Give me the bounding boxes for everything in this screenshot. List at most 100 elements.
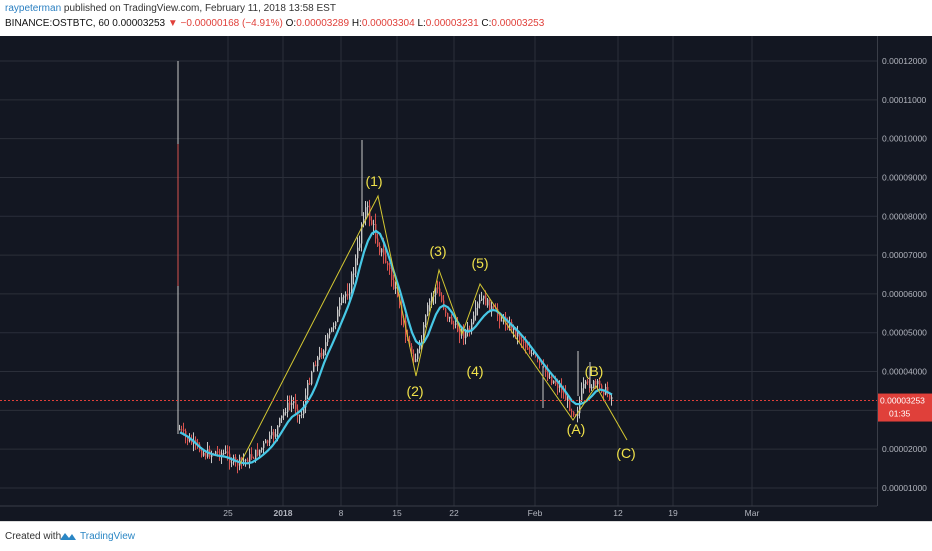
price-tick-label: 0.00009000: [882, 172, 927, 182]
candle-body: [253, 458, 255, 460]
candle-body: [471, 322, 473, 332]
candle-body: [205, 452, 207, 457]
price-tick-label: 0.00007000: [882, 250, 927, 260]
candle-body: [337, 309, 339, 323]
candle-body: [313, 364, 315, 373]
candle-body: [525, 342, 527, 348]
candle-body: [465, 331, 467, 339]
candle-body: [551, 376, 553, 384]
candle-body: [257, 449, 259, 456]
published-text: published on TradingView.com, February 1…: [63, 3, 336, 14]
candle-body: [363, 218, 365, 224]
time-tick-label: 8: [339, 508, 344, 518]
wave-label: (C): [616, 445, 635, 461]
price-tick-label: 0.00004000: [882, 367, 927, 377]
candle-body: [323, 350, 325, 356]
candle-body: [185, 430, 187, 438]
moving-average-line: [179, 229, 613, 465]
candle-body: [569, 397, 571, 411]
author-link[interactable]: raypeterman: [5, 3, 62, 14]
candle-body: [303, 407, 305, 415]
candle-body: [519, 332, 521, 340]
candle-body: [351, 273, 353, 293]
price-axis[interactable]: 0.00012000 0.00011000 0.00010000 0.00009000…: [882, 56, 927, 493]
candle-body: [603, 391, 605, 395]
candle-body: [361, 223, 363, 244]
candle-body: [395, 287, 397, 289]
candle-body: [573, 411, 575, 416]
candle-body: [413, 354, 415, 363]
ohlc-line: BINANCE:OSTBTC, 60 0.00003253 ▼ −0.00000…: [5, 18, 544, 29]
candle-body: [379, 246, 381, 253]
candle-body: [279, 418, 281, 426]
candle-body: [355, 258, 357, 274]
candle-body: [249, 454, 251, 463]
candle-body: [557, 384, 559, 388]
candle-body: [309, 382, 311, 384]
candle-body: [287, 402, 289, 413]
candle-body: [293, 401, 295, 404]
candle-body: [377, 238, 379, 247]
candle-body: [499, 315, 501, 322]
close-value: 0.00003253: [491, 18, 545, 29]
candle-body: [247, 459, 249, 463]
chart-header: raypeterman published on TradingView.com…: [0, 0, 932, 36]
price-tag-value: 0.00003253: [880, 396, 925, 406]
candle-body: [481, 298, 483, 301]
candle-body: [489, 299, 491, 312]
tradingview-brand[interactable]: TradingView: [80, 531, 136, 542]
candle-body: [333, 326, 335, 328]
candle-body: [299, 415, 301, 417]
time-tick-label: 25: [223, 508, 233, 518]
price-change: ▼ −0.00000168 (−4.91%): [167, 18, 283, 29]
candle-body: [371, 220, 373, 225]
candle-body: [393, 280, 395, 289]
candle-body: [335, 322, 337, 327]
candle-body: [587, 381, 589, 383]
candle-body: [183, 429, 185, 431]
candle-body: [467, 328, 469, 332]
candle-body: [227, 451, 229, 454]
candle-body: [251, 454, 253, 459]
candle-body: [341, 297, 343, 304]
candle-body: [281, 415, 283, 419]
price-chart[interactable]: (1)(2)(3)(4)(5)(A)(B)(C) 0.000120000.000…: [0, 36, 932, 521]
wave-labels: (1) (2) (3) (4) (5) (A) (B) (C): [365, 173, 635, 461]
candle-body: [591, 386, 593, 389]
candle-body: [263, 443, 265, 448]
candle-body: [577, 413, 579, 416]
candle-body: [195, 439, 197, 443]
candle-body: [421, 339, 423, 343]
candle-body: [261, 447, 263, 450]
low-label: L:: [417, 18, 426, 29]
candles: [177, 61, 613, 474]
candle-body: [493, 306, 495, 308]
open-value: 0.00003289: [296, 18, 350, 29]
wave-label: (4): [466, 363, 483, 379]
candle-body: [565, 392, 567, 401]
candle-body: [515, 327, 517, 337]
open-label: O:: [285, 18, 297, 29]
wave-label: (3): [429, 243, 446, 259]
candle-body: [475, 307, 477, 316]
candle-body: [527, 347, 529, 350]
candle-body: [555, 380, 557, 385]
footer: Created with TradingView: [0, 521, 932, 551]
price-tick-label: 0.00008000: [882, 211, 927, 221]
time-tick-label: 22: [449, 508, 459, 518]
candle-body: [473, 315, 475, 323]
candle-body: [275, 434, 277, 437]
candle-body: [295, 401, 297, 410]
price-tick-label: 0.00005000: [882, 328, 927, 338]
candle-body: [397, 287, 399, 297]
candle-body: [579, 400, 581, 414]
candle-body: [449, 316, 451, 319]
time-axis[interactable]: 25 2018 8 15 22 Feb 12 19 Mar: [0, 505, 932, 521]
candle-body: [271, 431, 273, 436]
candle-body: [217, 451, 219, 453]
candle-body: [583, 383, 585, 389]
time-tick-label: Mar: [745, 508, 760, 518]
candle-body: [319, 352, 321, 358]
candle-body: [429, 300, 431, 306]
candle-body: [305, 395, 307, 408]
